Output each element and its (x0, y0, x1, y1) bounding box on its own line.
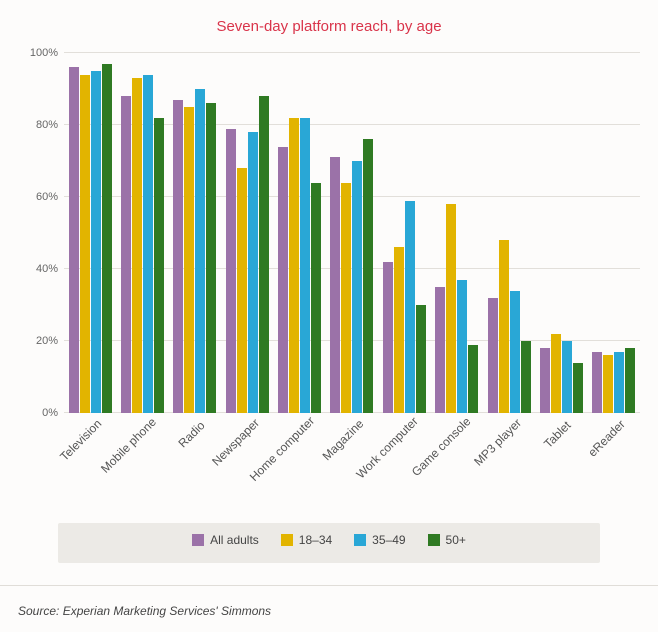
bar-group (483, 53, 535, 413)
bar (540, 348, 550, 413)
bar (488, 298, 498, 413)
bar (154, 118, 164, 413)
bar (300, 118, 310, 413)
bar (405, 201, 415, 413)
x-tick-label: Home computer (273, 413, 325, 523)
bar-group (169, 53, 221, 413)
bar (237, 168, 247, 413)
x-tick-label: eReader (588, 413, 640, 523)
bar-group (535, 53, 587, 413)
bar (80, 75, 90, 413)
bar-group (221, 53, 273, 413)
x-tick-label: Tablet (535, 413, 587, 523)
bar (551, 334, 561, 413)
legend-label: All adults (210, 533, 259, 547)
bar (457, 280, 467, 413)
y-tick-label: 20% (36, 335, 58, 347)
bar (248, 132, 258, 413)
legend-item: 50+ (428, 533, 466, 547)
y-tick-label: 40% (36, 263, 58, 275)
chart-title: Seven-day platform reach, by age (18, 18, 640, 35)
source-text: Source: Experian Marketing Services' Sim… (0, 585, 658, 632)
bar (311, 183, 321, 413)
legend-swatch (281, 534, 293, 546)
bar-group (326, 53, 378, 413)
bar (69, 67, 79, 413)
y-axis: 0%20%40%60%80%100% (18, 53, 64, 413)
y-tick-label: 80% (36, 119, 58, 131)
bar (521, 341, 531, 413)
bar (102, 64, 112, 413)
x-tick-label: MP3 player (483, 413, 535, 523)
bar (143, 75, 153, 413)
x-tick-label: Radio (169, 413, 221, 523)
bar (510, 291, 520, 413)
bar (226, 129, 236, 413)
x-axis-labels: TelevisionMobile phoneRadioNewspaperHome… (18, 413, 640, 523)
bar (603, 355, 613, 413)
bar (468, 345, 478, 413)
x-tick-label: Game console (431, 413, 483, 523)
bar (259, 96, 269, 413)
legend-swatch (192, 534, 204, 546)
legend-item: All adults (192, 533, 259, 547)
bar (394, 247, 404, 413)
bar (435, 287, 445, 413)
bar (330, 157, 340, 413)
bar (592, 352, 602, 413)
bar (341, 183, 351, 413)
legend-swatch (428, 534, 440, 546)
bar (363, 139, 373, 413)
bars-area (64, 53, 640, 413)
bar (121, 96, 131, 413)
bar (625, 348, 635, 413)
bar (562, 341, 572, 413)
legend: All adults 18–34 35–49 50+ (58, 523, 600, 563)
y-tick-label: 60% (36, 191, 58, 203)
legend-label: 18–34 (299, 533, 332, 547)
legend-item: 18–34 (281, 533, 332, 547)
legend-item: 35–49 (354, 533, 405, 547)
bar-group (116, 53, 168, 413)
bar (614, 352, 624, 413)
legend-label: 50+ (446, 533, 466, 547)
bar (278, 147, 288, 413)
bar-group (273, 53, 325, 413)
bar (91, 71, 101, 413)
bar (446, 204, 456, 413)
bar-group (64, 53, 116, 413)
bar (352, 161, 362, 413)
bar (289, 118, 299, 413)
bar (132, 78, 142, 413)
bar (195, 89, 205, 413)
bar (573, 363, 583, 413)
bar (383, 262, 393, 413)
bar (173, 100, 183, 413)
bar (206, 103, 216, 413)
bar-group (431, 53, 483, 413)
bar-group (378, 53, 430, 413)
plot-area: 0%20%40%60%80%100% (18, 53, 640, 413)
bar (416, 305, 426, 413)
y-tick-label: 100% (30, 47, 58, 59)
bar-group (588, 53, 640, 413)
chart-container: Seven-day platform reach, by age 0%20%40… (0, 0, 658, 571)
bar (499, 240, 509, 413)
legend-swatch (354, 534, 366, 546)
x-tick-label: Mobile phone (116, 413, 168, 523)
legend-label: 35–49 (372, 533, 405, 547)
bar (184, 107, 194, 413)
